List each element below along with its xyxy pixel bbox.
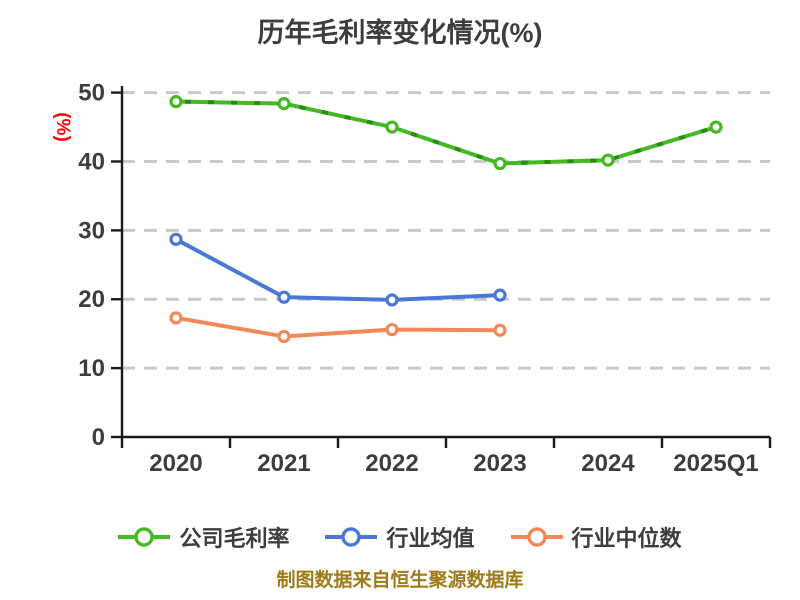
y-tick-label-30: 30 <box>78 217 105 244</box>
legend-item-industry-median: 行业中位数 <box>510 521 682 553</box>
point-industry-median-2022 <box>385 322 399 337</box>
point-industry-median-2020 <box>169 311 183 325</box>
legend-label-company-gross-margin: 公司毛利率 <box>179 526 290 551</box>
y-tick-label-10: 10 <box>78 355 105 382</box>
x-tick-label-2022: 2022 <box>365 450 418 477</box>
point-industry-median-2023 <box>493 323 507 337</box>
x-tick-label-2021: 2021 <box>257 450 310 477</box>
legend-label-industry-mean: 行业均值 <box>386 526 475 551</box>
y-tick-label-0: 0 <box>92 424 105 451</box>
point-company-gross-margin-2021 <box>277 97 291 111</box>
point-industry-mean-2021 <box>277 290 291 304</box>
point-company-gross-margin-2025Q1 <box>709 120 723 134</box>
legend-item-company-gross-margin: 公司毛利率 <box>118 521 289 553</box>
legend-label-industry-median: 行业中位数 <box>571 526 682 551</box>
x-tick-label-2025Q1: 2025Q1 <box>673 450 758 477</box>
series-line-company-gross-margin <box>174 99 718 166</box>
legend-marker-icon-industry-mean <box>325 527 378 547</box>
legend-item-industry-mean: 行业均值 <box>325 521 475 553</box>
point-industry-mean-2022 <box>385 293 399 307</box>
series-line-industry-median <box>174 315 502 339</box>
point-company-gross-margin-2023 <box>493 156 507 171</box>
point-industry-median-2021 <box>277 329 291 344</box>
point-company-gross-margin-2024 <box>601 153 615 167</box>
y-tick-label-50: 50 <box>78 80 105 107</box>
x-tick-label-2023: 2023 <box>473 450 526 477</box>
point-industry-mean-2020 <box>169 232 183 246</box>
point-company-gross-margin-2022 <box>385 120 399 134</box>
point-industry-mean-2023 <box>493 288 507 302</box>
y-tick-label-40: 40 <box>78 148 105 175</box>
legend: 公司毛利率 行业均值 行业中位数 <box>0 521 800 553</box>
chart-title: 历年毛利率变化情况(%) <box>257 18 543 48</box>
legend-marker-icon-industry-median <box>510 527 563 547</box>
data-source-note: 制图数据来自恒生聚源数据库 <box>276 570 524 591</box>
series-line-dash-overlay-company-gross-margin <box>175 99 717 166</box>
point-company-gross-margin-2020 <box>169 94 183 109</box>
y-tick-label-20: 20 <box>78 286 105 313</box>
x-tick-label-2020: 2020 <box>149 450 202 477</box>
series-line-industry-mean <box>174 237 502 302</box>
legend-marker-icon-company-gross-margin <box>118 527 171 547</box>
x-tick-label-2024: 2024 <box>581 450 635 477</box>
